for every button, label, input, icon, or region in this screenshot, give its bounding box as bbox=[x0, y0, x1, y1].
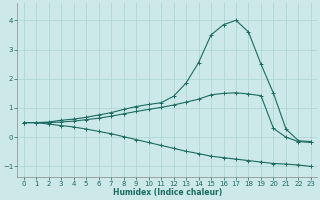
X-axis label: Humidex (Indice chaleur): Humidex (Indice chaleur) bbox=[113, 188, 222, 197]
